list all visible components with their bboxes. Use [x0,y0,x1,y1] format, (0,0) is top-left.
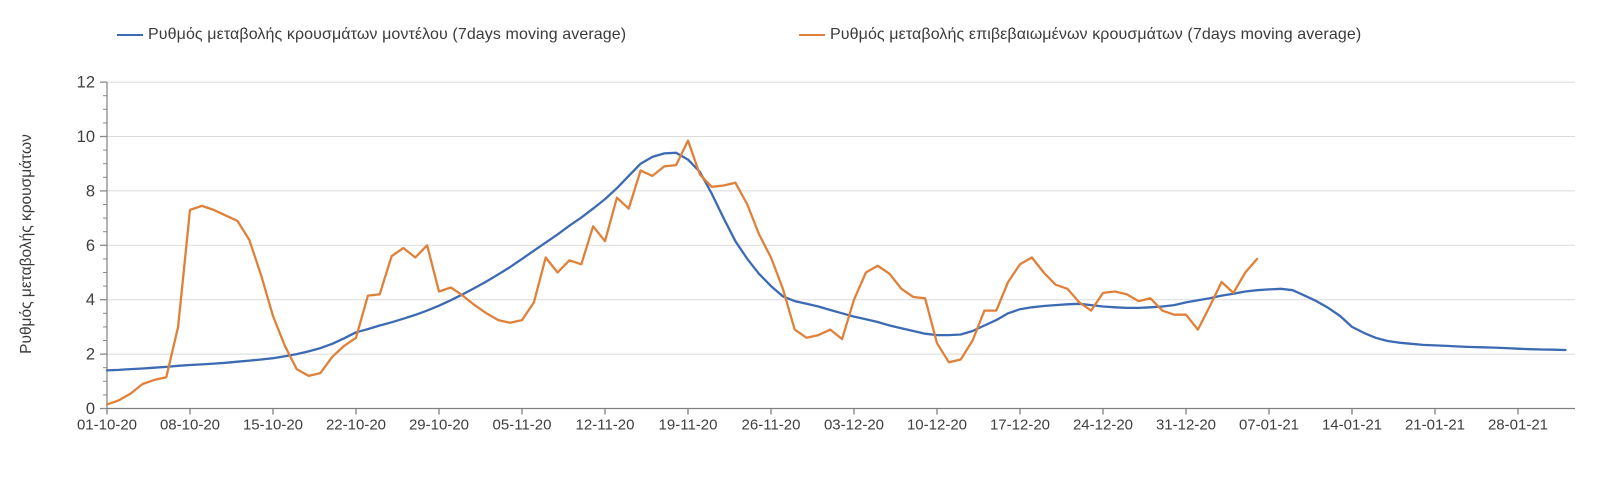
series-line-confirmed [105,139,1259,406]
y-axis-title: Ρυθμός μεταβολής κρουσμάτων [18,134,35,354]
x-axis-tick-label: 07-01-21 [1239,417,1299,434]
x-axis-tick-label: 17-12-20 [990,417,1050,434]
x-axis-tick-label: 24-12-20 [1073,417,1133,434]
series-line-model [105,151,1567,372]
x-axis-tick-label: 26-11-20 [742,417,801,434]
x-axis-tick-label: 28-01-21 [1488,417,1548,434]
y-axis-tick-label: 6 [86,237,95,255]
x-axis-tick-label: 21-01-21 [1405,417,1465,434]
x-axis-tick-label: 05-11-20 [493,417,552,434]
y-axis-tick-label: 10 [77,128,95,146]
x-axis-tick-label: 19-11-20 [659,417,718,434]
x-axis-tick-label: 15-10-20 [243,417,303,434]
x-axis-tick-label: 03-12-20 [824,417,884,434]
y-axis-tick-label: 2 [86,346,95,364]
x-axis-tick-label: 14-01-21 [1322,417,1382,434]
x-axis-tick-label: 22-10-20 [326,417,386,434]
x-axis-tick-label: 31-12-20 [1156,417,1216,434]
x-axis-tick-label: 08-10-20 [160,417,220,434]
x-axis-tick-label: 12-11-20 [576,417,635,434]
x-axis-tick-label: 29-10-20 [409,417,469,434]
y-axis-tick-label: 4 [86,291,95,309]
y-axis-tick-label: 0 [86,400,95,418]
x-axis-tick-label: 10-12-20 [907,417,967,434]
x-axis-tick-label: 01-10-20 [77,417,137,434]
y-axis-tick-label: 12 [77,74,95,92]
y-axis-tick-label: 8 [86,182,95,200]
